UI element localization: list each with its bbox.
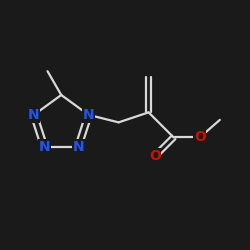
Text: O: O — [194, 130, 206, 144]
Text: N: N — [28, 108, 40, 122]
Text: N: N — [38, 140, 50, 154]
Text: N: N — [83, 108, 94, 122]
Text: N: N — [72, 140, 84, 154]
Text: O: O — [149, 149, 161, 163]
